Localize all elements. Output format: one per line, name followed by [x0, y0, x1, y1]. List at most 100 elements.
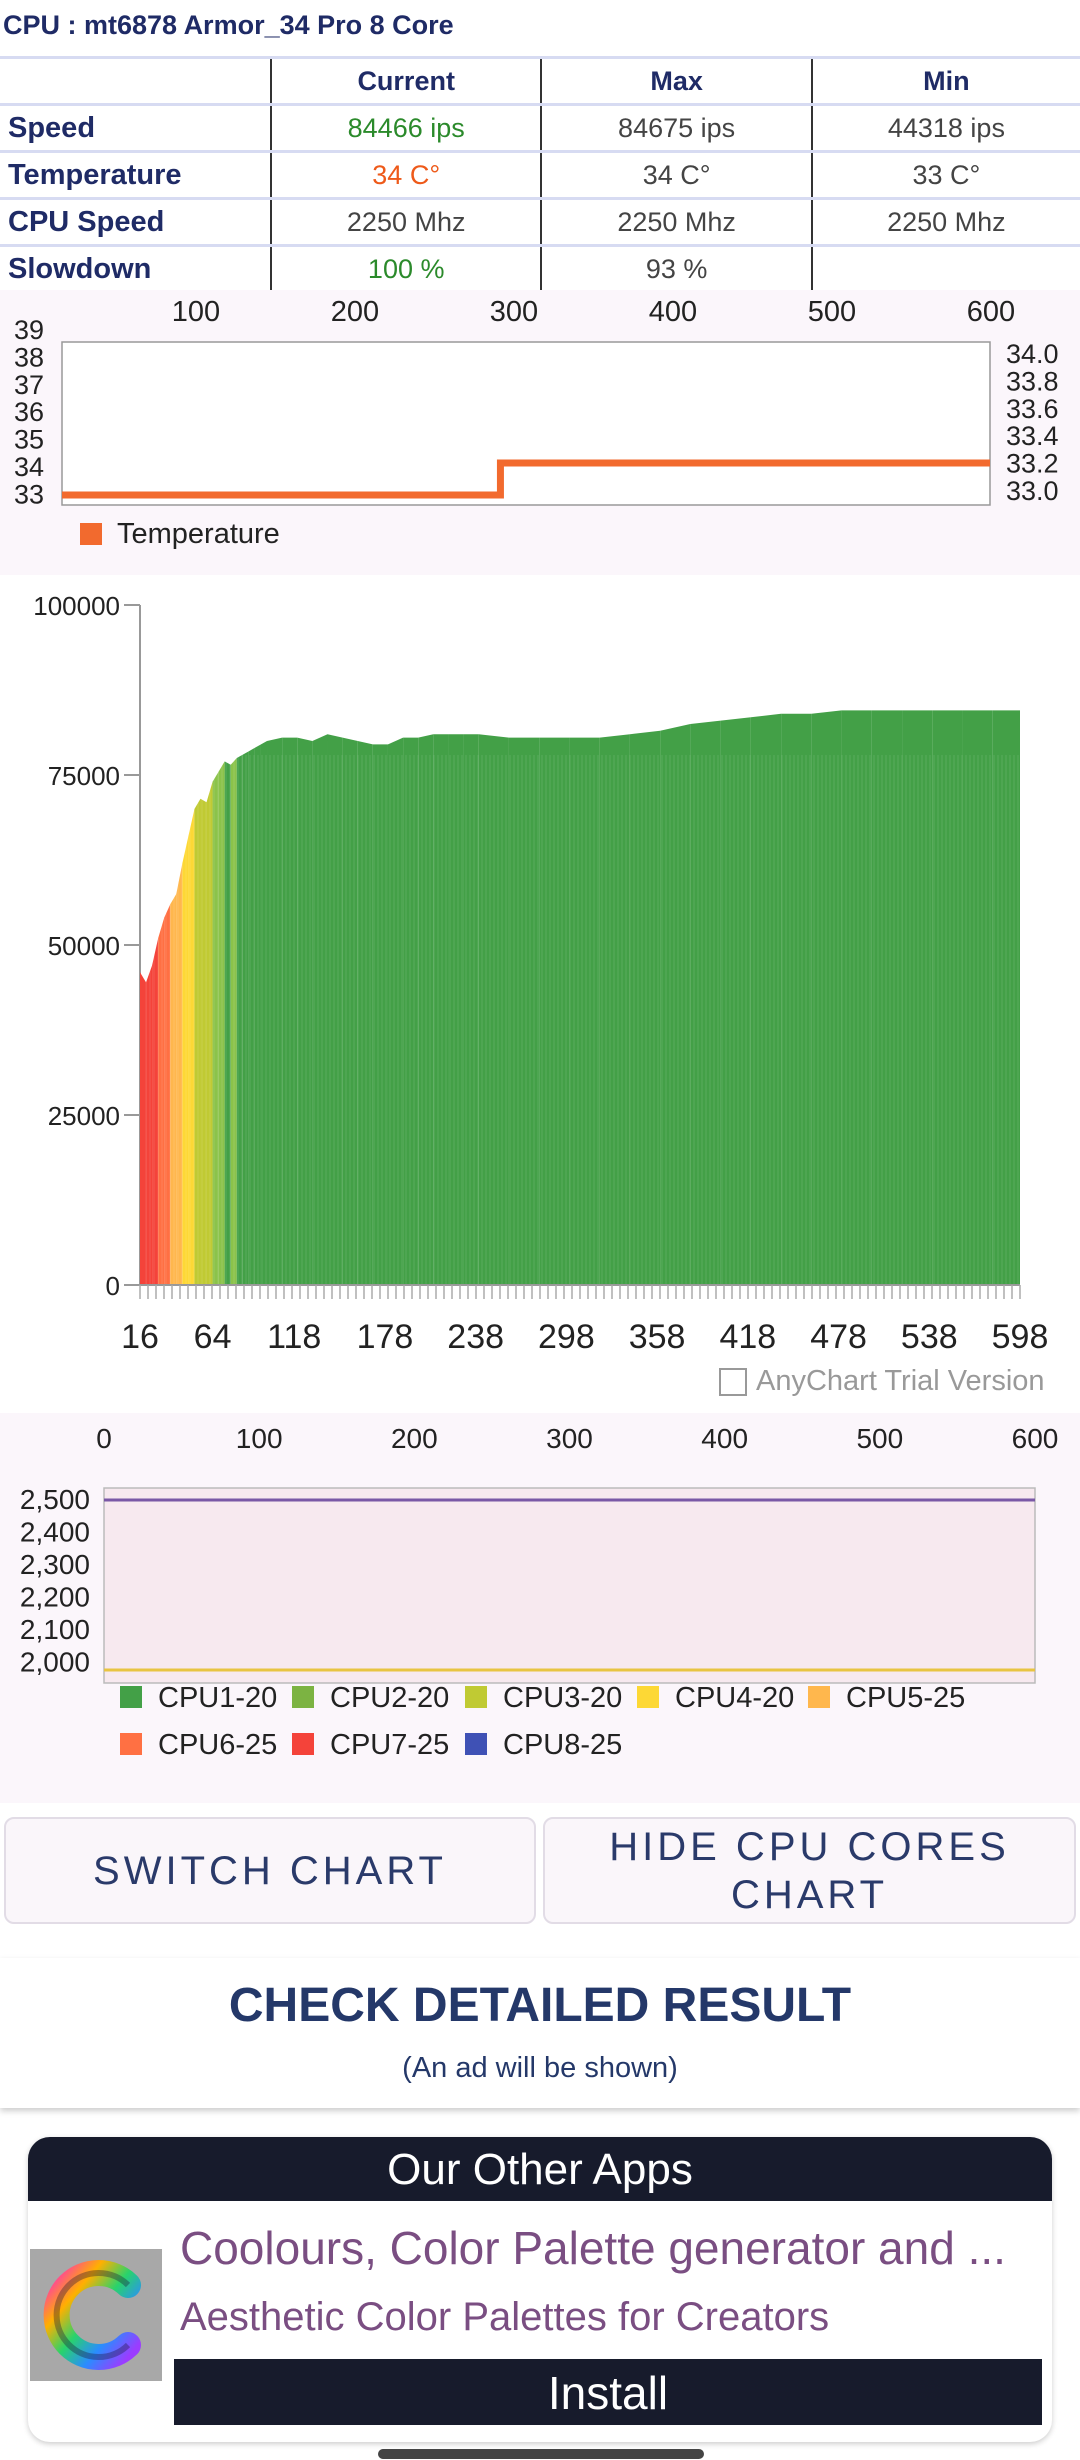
temperature-plot-area — [61, 341, 991, 506]
temperature-legend-swatch — [80, 523, 102, 545]
speed-area-segment — [194, 798, 201, 1285]
speed-area-segment — [327, 734, 343, 1285]
speed-area-segment — [242, 751, 249, 1285]
hide-cpu-cores-button[interactable]: HIDE CPU CORES CHART — [543, 1817, 1076, 1924]
speed-area-segment — [267, 737, 283, 1285]
temperature-y-left-tick: 37 — [14, 370, 44, 400]
cores-chart-panel: 0 100 200 300 400 500 600 2,500 2,400 2,300 2,200 2… — [0, 1413, 1080, 1803]
cores-y-tick: 2,400 — [20, 1517, 90, 1548]
cpuspeed-max: 2250 Mhz — [540, 198, 812, 247]
cores-x-tick: 600 — [1012, 1423, 1059, 1454]
speed-area-segment — [539, 737, 570, 1285]
speed-area-segment — [230, 758, 237, 1285]
col-min: Min — [810, 56, 1080, 106]
check-detailed-result-button[interactable]: CHECK DETAILED RESULT (An ad will be sho… — [0, 1958, 1080, 2108]
speed-area-segment — [312, 734, 328, 1285]
slowdown-max: 93 % — [540, 245, 812, 294]
speed-area-segment — [992, 710, 1020, 1285]
cores-legend-swatch — [465, 1733, 487, 1755]
ad-app-name[interactable]: Coolours, Color Palette generator and ..… — [180, 2222, 1006, 2274]
temperature-y-right-tick: 33.8 — [1006, 366, 1059, 396]
speed-area-segment — [164, 904, 171, 1285]
speed-area-segment — [170, 894, 177, 1285]
temperature-x-tick: 100 — [172, 296, 220, 328]
cores-legend-swatch — [808, 1686, 830, 1708]
speed-area-segment — [781, 713, 812, 1285]
detailed-subtitle: (An ad will be shown) — [402, 2052, 678, 2084]
colour-palette-c-logo-icon[interactable] — [30, 2249, 162, 2381]
table-header-row: Current Max Min — [0, 56, 1080, 106]
temperature-y-right-tick: 33.2 — [1006, 449, 1059, 479]
speed-area-segment — [146, 965, 153, 1285]
speed-area-segment — [690, 720, 721, 1285]
cores-legend-label: CPU3-20 — [503, 1682, 622, 1714]
cores-legend-label: CPU1-20 — [158, 1682, 277, 1714]
cpuspeed-min: 2250 Mhz — [810, 198, 1080, 247]
speed-current: 84466 ips — [269, 104, 542, 153]
speed-area-segment — [182, 836, 189, 1285]
other-apps-ad: Our Other Apps Coolours, Color Palette g… — [28, 2137, 1052, 2442]
speed-area-segment — [902, 710, 933, 1285]
speed-area-segment — [841, 710, 872, 1285]
home-indicator[interactable] — [378, 2449, 704, 2459]
stats-table: Current Max Min Speed 84466 ips 84675 ip… — [0, 56, 1080, 294]
temperature-x-tick: 400 — [649, 296, 697, 328]
speed-area-segment — [372, 744, 388, 1285]
ad-app-desc: Aesthetic Color Palettes for Creators — [180, 2295, 830, 2339]
cores-legend-label: CPU6-25 — [158, 1729, 277, 1761]
speed-x-tick: 358 — [629, 1318, 686, 1356]
speed-area-segment — [297, 737, 313, 1285]
detailed-title: CHECK DETAILED RESULT — [228, 1979, 852, 2032]
table-row: Speed 84466 ips 84675 ips 44318 ips — [0, 104, 1080, 153]
anychart-watermark: AnyChart Trial Version — [756, 1365, 1045, 1397]
speed-x-tick: 178 — [357, 1318, 414, 1356]
speed-area-segment — [140, 972, 147, 1285]
cores-y-tick: 2,300 — [20, 1549, 90, 1580]
speed-area-segment — [660, 724, 691, 1285]
switch-chart-button[interactable]: SWITCH CHART — [4, 1817, 536, 1924]
cores-legend-swatch — [292, 1733, 314, 1755]
cores-y-tick: 2,200 — [20, 1582, 90, 1613]
speed-y-tick: 75000 — [48, 761, 120, 791]
temperature-x-tick: 500 — [808, 296, 856, 328]
speed-area-segment — [218, 761, 225, 1285]
speed-y-tick: 25000 — [48, 1101, 120, 1131]
speed-area-segment — [433, 734, 449, 1285]
temperature-chart-panel: 100 200 300 400 500 600 39 38 37 36 35 34 33 34.0 33.8… — [0, 290, 1080, 575]
temp-current: 34 C° — [269, 151, 542, 200]
speed-area-segment — [811, 710, 842, 1285]
cores-x-tick: 0 — [96, 1423, 112, 1454]
speed-area-segment — [248, 747, 255, 1285]
temperature-x-tick: 200 — [331, 296, 379, 328]
row-label: Speed — [0, 104, 271, 153]
cores-legend-swatch — [292, 1686, 314, 1708]
speed-area-segment — [152, 938, 159, 1285]
speed-y-tick: 100000 — [33, 591, 120, 621]
cores-plot-area — [103, 1487, 1036, 1684]
temp-min: 33 C° — [810, 151, 1080, 200]
install-button[interactable]: Install — [174, 2359, 1042, 2425]
temperature-x-tick: 600 — [967, 296, 1015, 328]
speed-x-tick: 478 — [810, 1318, 867, 1356]
temperature-y-right-tick: 34.0 — [1006, 339, 1059, 369]
table-corner — [0, 56, 271, 106]
temperature-legend-label: Temperature — [117, 518, 280, 550]
table-row: CPU Speed 2250 Mhz 2250 Mhz 2250 Mhz — [0, 198, 1080, 247]
speed-x-tick: 418 — [719, 1318, 776, 1356]
speed-area-segment — [282, 737, 298, 1285]
cpuspeed-current: 2250 Mhz — [269, 198, 542, 247]
speed-area-segment — [508, 737, 540, 1285]
cores-legend-label: CPU7-25 — [330, 1729, 449, 1761]
anychart-logo-icon — [719, 1368, 747, 1396]
speed-area-segment — [236, 754, 243, 1285]
cores-x-tick: 500 — [856, 1423, 903, 1454]
cores-legend-swatch — [637, 1686, 659, 1708]
row-label: Slowdown — [0, 245, 271, 294]
temperature-x-tick: 300 — [490, 296, 538, 328]
speed-chart: 100000 75000 50000 25000 016 64 118 178 238 298 35… — [33, 591, 1048, 1397]
cores-x-tick: 300 — [546, 1423, 593, 1454]
cores-x-tick: 400 — [701, 1423, 748, 1454]
speed-area-segment — [720, 717, 751, 1285]
slowdown-min — [810, 245, 1080, 294]
